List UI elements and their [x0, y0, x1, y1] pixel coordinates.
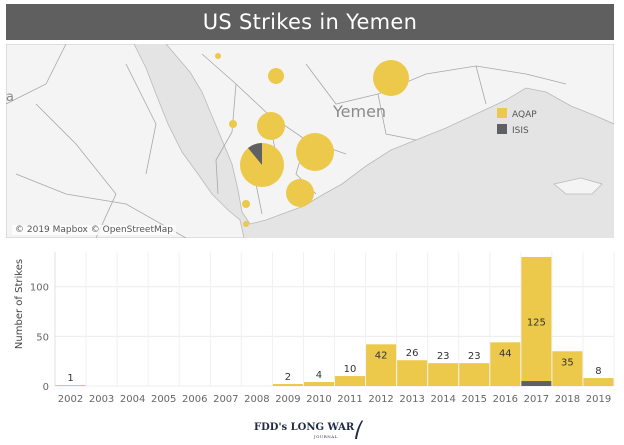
strike-bubble[interactable]	[373, 60, 409, 96]
x-tick-label: 2002	[58, 394, 83, 405]
chart-data-labels: 1 2 4 10 42 26 23 23 44 125 35 8	[67, 317, 601, 384]
x-tick-label: 2004	[120, 394, 145, 405]
chart-title: US Strikes in Yemen	[202, 10, 418, 34]
y-tick-label: 0	[43, 382, 49, 393]
strike-bubbles[interactable]	[215, 53, 409, 227]
x-tick-label: 2013	[399, 394, 424, 405]
map-attribution[interactable]: © 2019 Mapbox © OpenStreetMap	[12, 225, 176, 235]
logo-text: FDD's LONG WAR	[254, 422, 355, 433]
bar-aqap[interactable]	[459, 363, 490, 386]
quill-icon	[355, 420, 363, 439]
land-africa	[6, 44, 245, 238]
map-legend: AQAP ISIS	[497, 108, 537, 136]
bar-aqap[interactable]	[583, 378, 614, 386]
strike-bubble[interactable]	[229, 120, 237, 128]
data-label: 23	[437, 351, 450, 362]
y-tick-label: 100	[30, 283, 49, 294]
bar-aqap[interactable]	[303, 382, 334, 386]
strike-map[interactable]: Yemen a AQAP ISIS © 2019 Mapbox © OpenSt…	[6, 44, 614, 238]
x-tick-label: 2009	[275, 394, 300, 405]
bar-aqap[interactable]	[428, 363, 459, 386]
legend-swatch-isis	[497, 124, 507, 134]
data-label: 42	[375, 350, 388, 361]
bar-aqap[interactable]	[552, 351, 583, 386]
bar-aqap[interactable]	[490, 342, 521, 386]
x-tick-label: 2015	[462, 394, 487, 405]
legend-swatch-aqap	[497, 108, 507, 118]
y-tick-label: 50	[36, 332, 49, 343]
land-socotra	[553, 177, 603, 195]
data-label: 4	[316, 370, 322, 381]
x-tick-label: 2016	[493, 394, 518, 405]
data-label: 35	[561, 357, 574, 368]
x-tick-label: 2005	[151, 394, 176, 405]
strike-bubble[interactable]	[286, 179, 314, 207]
x-tick-label: 2007	[213, 394, 238, 405]
strike-bubble[interactable]	[243, 221, 249, 227]
bar-aqap[interactable]	[55, 385, 86, 386]
data-label: 23	[468, 351, 481, 362]
title-bar: US Strikes in Yemen	[6, 4, 614, 40]
x-tick-label: 2014	[430, 394, 455, 405]
map-canvas[interactable]: Yemen a AQAP ISIS	[6, 44, 614, 238]
bar-aqap[interactable]	[366, 344, 397, 386]
logo-subtext: JOURNAL	[314, 434, 338, 439]
x-tick-label: 2019	[586, 394, 611, 405]
data-label: 8	[595, 366, 601, 377]
strike-bubble[interactable]	[242, 200, 250, 208]
strike-pie[interactable]	[240, 142, 284, 187]
legend-label-aqap: AQAP	[512, 110, 537, 120]
x-tick-label: 2003	[89, 394, 114, 405]
y-axis-title: Number of Strikes	[14, 259, 25, 349]
bar-aqap[interactable]	[335, 376, 366, 386]
bar-isis[interactable]	[521, 381, 552, 386]
x-tick-label: 2006	[182, 394, 207, 405]
data-label: 44	[499, 348, 512, 359]
data-label: 26	[406, 348, 419, 359]
bar-aqap[interactable]	[397, 360, 428, 386]
fdd-long-war-journal-logo: FDD's LONG WAR JOURNAL	[254, 420, 370, 442]
bar-aqap[interactable]	[521, 256, 552, 382]
data-label: 10	[344, 364, 357, 375]
x-tick-label: 2017	[524, 394, 549, 405]
strike-bubble[interactable]	[257, 112, 285, 140]
legend-label-isis: ISIS	[512, 126, 529, 136]
x-tick-label: 2018	[555, 394, 580, 405]
country-label: Yemen	[332, 102, 386, 121]
strike-bubble[interactable]	[268, 68, 284, 84]
x-tick-label: 2008	[244, 394, 269, 405]
x-axis: 2002 2003 2004 2005 2006 2007 2008 2009 2010 2011…	[58, 394, 611, 405]
chart-grid	[54, 252, 615, 387]
x-tick-label: 2011	[337, 394, 362, 405]
bar-aqap[interactable]	[272, 384, 303, 386]
y-axis: 0 50 100	[30, 252, 56, 393]
chart-bars[interactable]	[55, 256, 614, 386]
data-label: 125	[527, 317, 546, 328]
x-tick-label: 2012	[368, 394, 393, 405]
strike-bubble[interactable]	[296, 133, 334, 171]
partial-country-label: a	[6, 90, 14, 105]
data-label: 1	[67, 373, 73, 384]
strike-bubble[interactable]	[215, 53, 221, 59]
data-label: 2	[285, 372, 291, 383]
x-tick-label: 2010	[306, 394, 331, 405]
